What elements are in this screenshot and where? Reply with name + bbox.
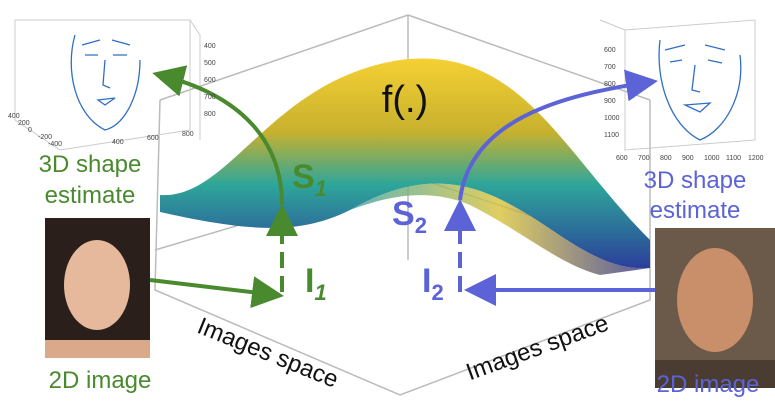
image-label: 2D image bbox=[49, 367, 152, 394]
subscript: 1 bbox=[314, 280, 326, 305]
shape-label: 3D shape bbox=[644, 167, 747, 194]
tick-label: 900 bbox=[682, 155, 694, 162]
shape-label: estimate bbox=[650, 197, 741, 224]
function-label: f(.) bbox=[382, 79, 428, 121]
tick-label: 1200 bbox=[748, 155, 764, 162]
axis-label: Images space bbox=[193, 313, 342, 394]
tick-label: 600 bbox=[204, 77, 216, 84]
tick-label: 1000 bbox=[604, 115, 620, 122]
right-photo bbox=[655, 228, 775, 388]
subscript: 2 bbox=[415, 213, 427, 238]
tick-label: 400 bbox=[8, 113, 20, 120]
tick-label: 800 bbox=[604, 81, 616, 88]
tick-label: 1100 bbox=[726, 155, 741, 162]
tick-label: 900 bbox=[604, 98, 616, 105]
tick-label: 400 bbox=[112, 139, 124, 146]
tick-label: 800 bbox=[660, 155, 672, 162]
letter: S bbox=[292, 158, 315, 196]
left-photo bbox=[45, 218, 150, 358]
tick-label: 600 bbox=[604, 47, 616, 54]
image-symbol: I2 bbox=[422, 262, 444, 305]
tick-label: -400 bbox=[48, 141, 62, 148]
tick-label: 200 bbox=[18, 120, 30, 127]
letter: S bbox=[392, 195, 415, 233]
tick-label: 0 bbox=[28, 127, 32, 134]
tick-label: 700 bbox=[604, 64, 616, 71]
tick-label: 400 bbox=[204, 43, 216, 50]
shape-symbol: S2 bbox=[392, 195, 427, 238]
tick-label: 800 bbox=[204, 111, 216, 118]
shape-label: estimate bbox=[45, 182, 136, 209]
tick-label: 500 bbox=[204, 60, 216, 67]
image-symbol: I1 bbox=[305, 262, 327, 305]
tick-label: 1000 bbox=[704, 155, 720, 162]
axis-label: Images space bbox=[463, 310, 613, 386]
tick-label: 1100 bbox=[604, 132, 619, 139]
left-plot bbox=[15, 20, 200, 150]
tick-label: -200 bbox=[38, 134, 52, 141]
letter: I bbox=[422, 262, 431, 300]
tick-label: 600 bbox=[147, 135, 159, 142]
tick-label: 700 bbox=[638, 155, 650, 162]
shape-label: 3D shape bbox=[39, 151, 142, 178]
image-label: 2D image bbox=[657, 371, 760, 398]
letter: I bbox=[305, 262, 314, 300]
subscript: 2 bbox=[431, 280, 443, 305]
figure: 3D shape estimate 2D image 3D shape esti… bbox=[0, 0, 775, 407]
tick-label: 700 bbox=[204, 94, 216, 101]
tick-label: 800 bbox=[182, 131, 194, 138]
subscript: 1 bbox=[315, 176, 327, 201]
tick-label: 600 bbox=[616, 155, 628, 162]
